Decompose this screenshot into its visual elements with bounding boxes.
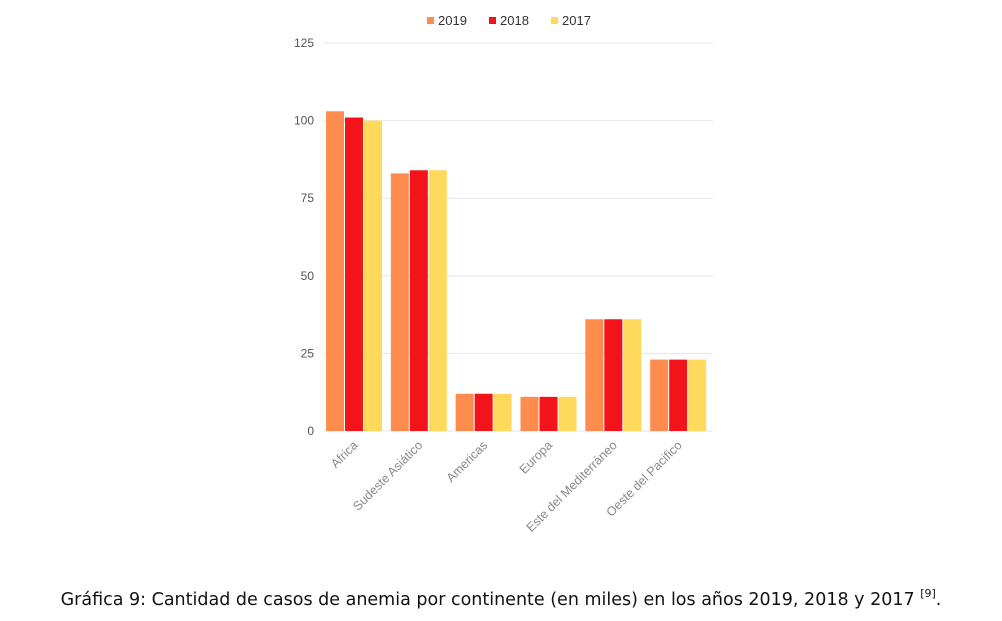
y-tick-label: 75 <box>301 191 315 205</box>
bar-2019 <box>390 173 409 432</box>
y-tick-label: 0 <box>307 424 314 438</box>
bar-2019 <box>326 111 344 432</box>
legend-swatch <box>551 17 558 24</box>
y-tick-label: 25 <box>301 346 315 360</box>
bar-2019 <box>650 359 669 431</box>
legend-label: 2017 <box>562 13 591 28</box>
bar-2017 <box>428 170 447 431</box>
bar-2017 <box>623 319 642 431</box>
bar-2017 <box>493 393 512 431</box>
legend-label: 2018 <box>500 13 529 28</box>
bar-2018 <box>604 319 623 431</box>
bar-2017 <box>558 396 577 431</box>
caption-end: . <box>935 589 942 610</box>
bar-2019 <box>455 393 474 431</box>
x-tick-label: Africa <box>328 438 361 471</box>
legend-swatch <box>427 17 434 24</box>
x-tick-label: Americas <box>444 438 491 485</box>
caption-reference: [9] <box>920 587 936 600</box>
bar-2018 <box>539 396 558 431</box>
bar-2018 <box>474 393 493 431</box>
bar-2017 <box>688 359 707 431</box>
y-tick-label: 100 <box>294 114 314 128</box>
bar-2019 <box>585 319 604 431</box>
bar-2018 <box>409 170 428 431</box>
x-tick-label: Europa <box>517 438 555 476</box>
y-tick-label: 125 <box>294 36 314 50</box>
bar-2019 <box>520 396 539 431</box>
figure-caption: Gráfica 9: Cantidad de casos de anemia p… <box>0 587 1002 610</box>
legend-swatch <box>489 17 496 24</box>
bar-2017 <box>364 120 382 431</box>
x-tick-label: Sudeste Asiático <box>350 438 425 513</box>
caption-text: Gráfica 9: Cantidad de casos de anemia p… <box>60 589 915 610</box>
y-tick-label: 50 <box>301 269 315 283</box>
bar-2018 <box>669 359 688 431</box>
legend-label: 2019 <box>438 13 467 28</box>
bar-2018 <box>345 117 363 431</box>
